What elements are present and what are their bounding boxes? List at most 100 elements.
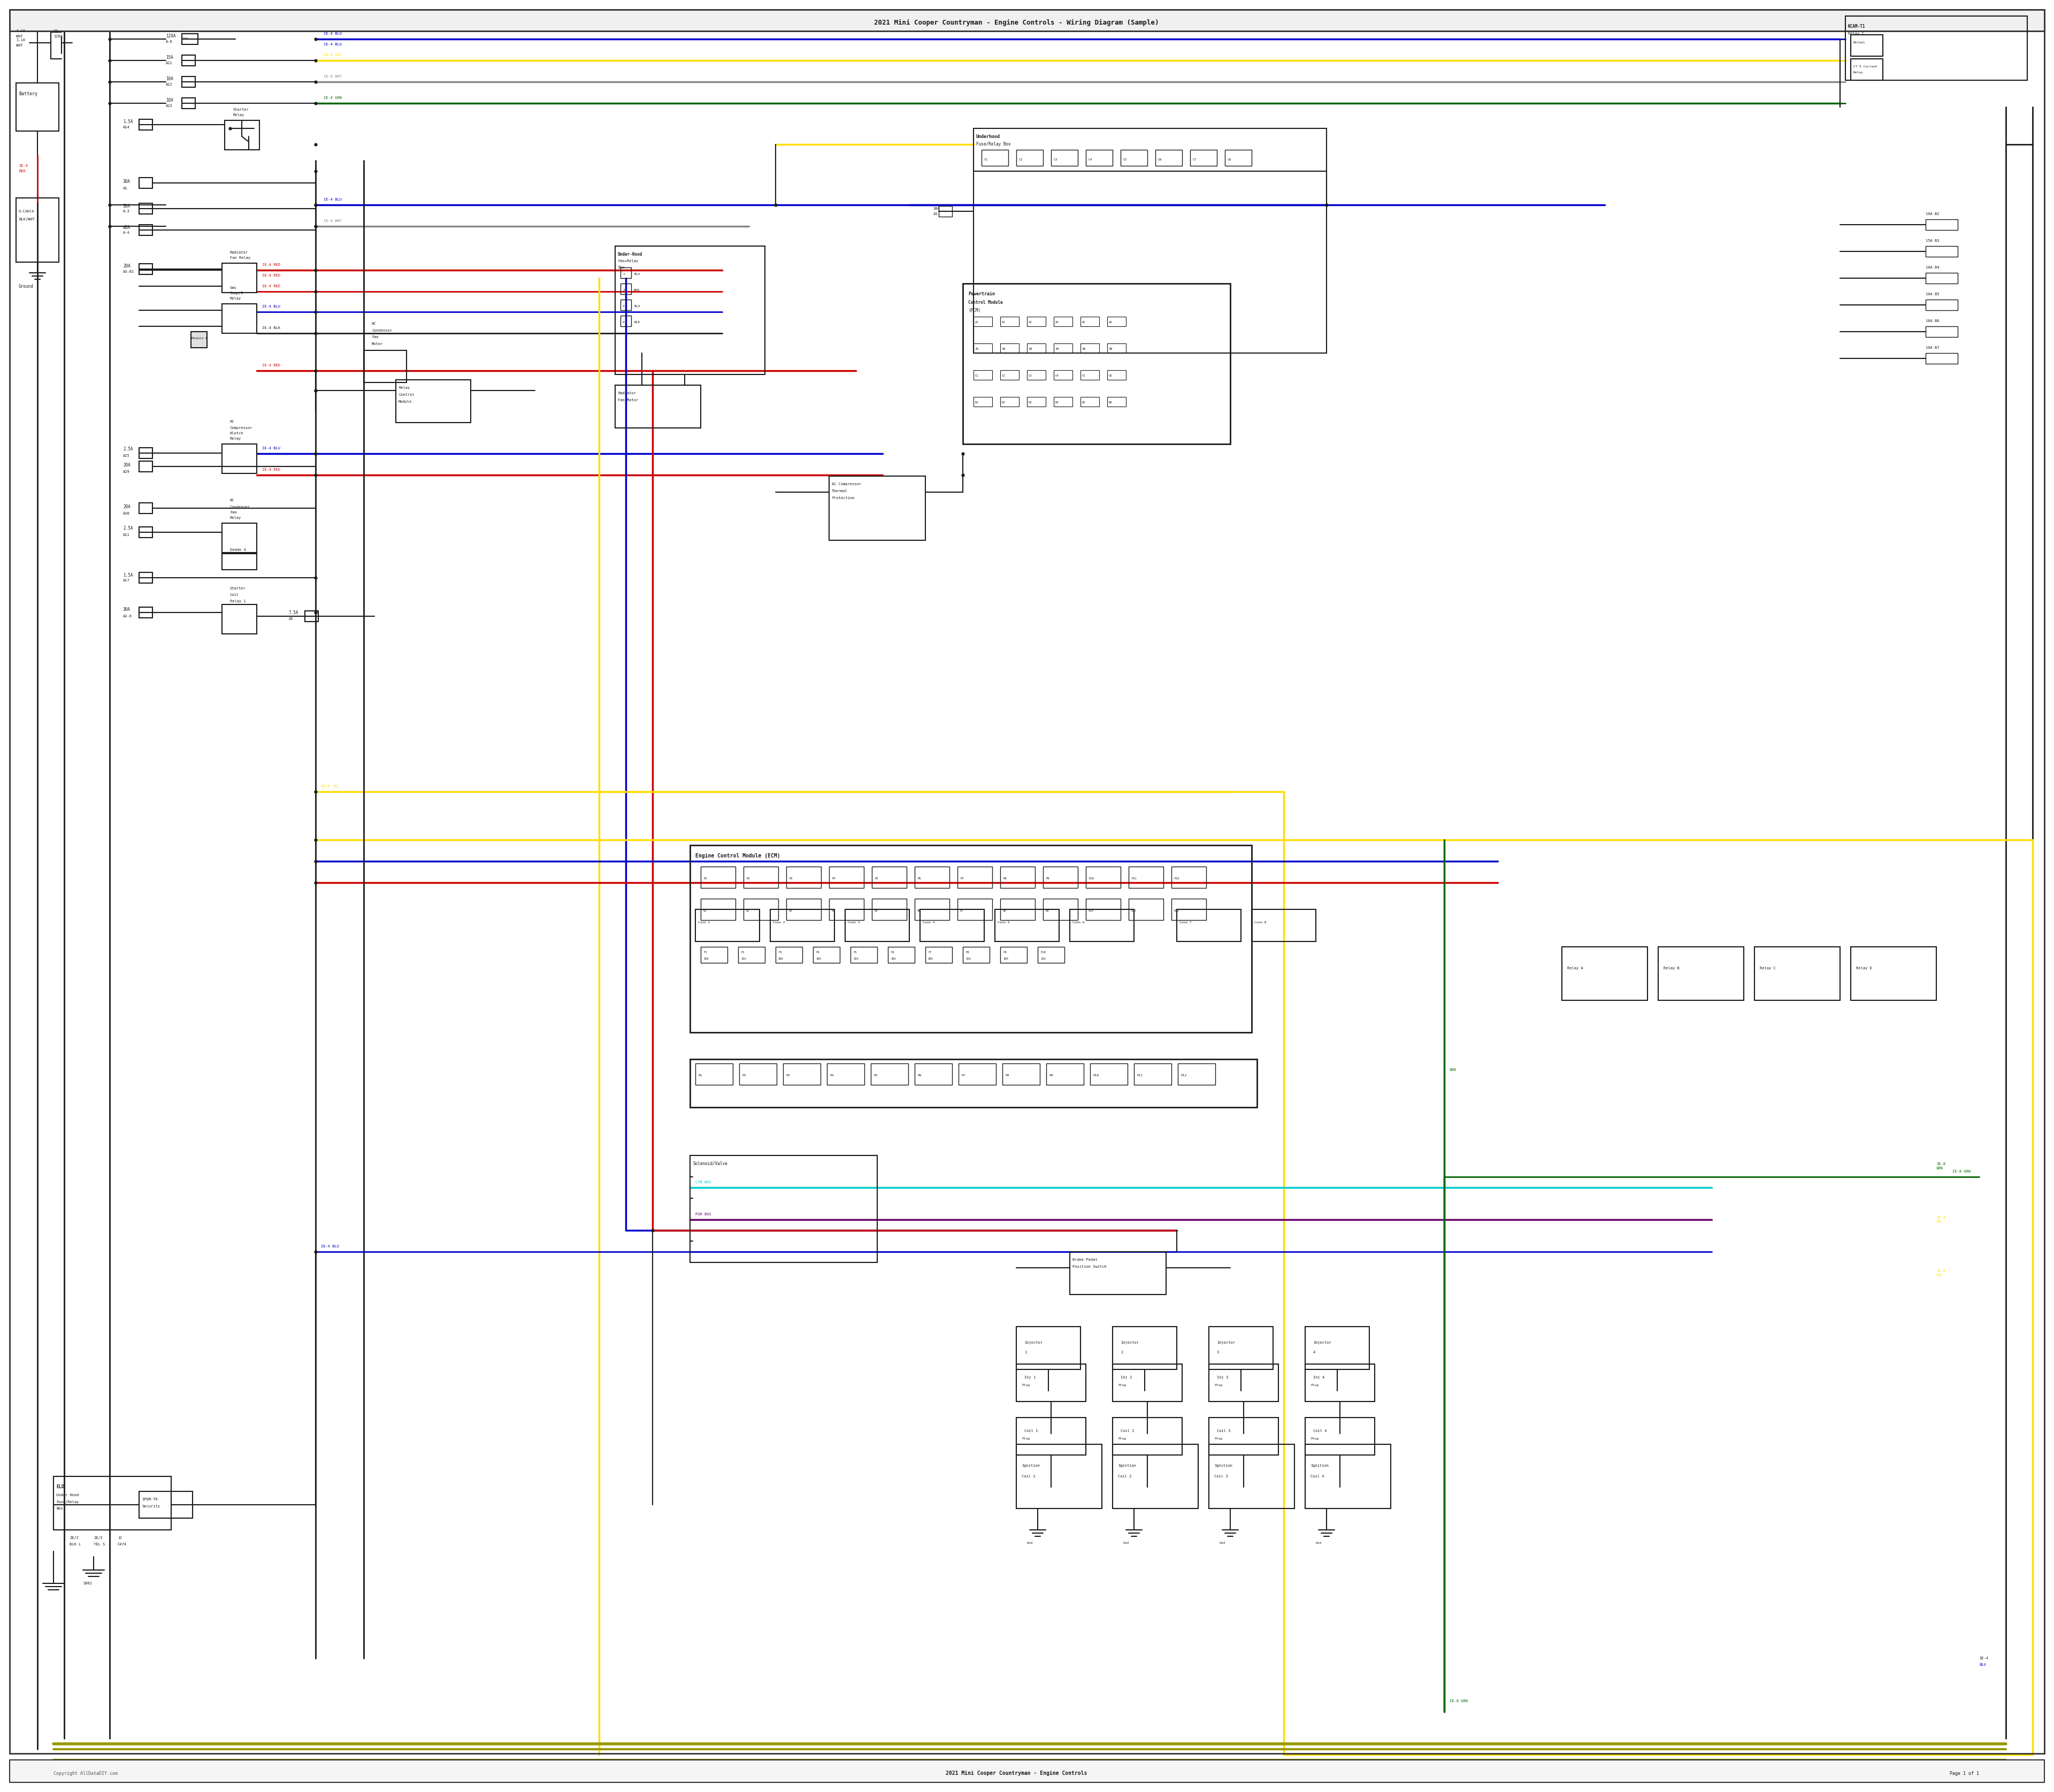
Text: Relay B: Relay B [1664,966,1680,969]
Text: 15A: 15A [166,56,173,61]
Point [92,211,125,240]
Bar [974,344,992,353]
Bar [224,120,259,151]
Bar [850,946,877,962]
Text: A1: A1 [976,321,978,323]
Text: A2: A2 [1002,321,1004,323]
Text: Position Switch: Position Switch [1072,1265,1107,1269]
Bar [1658,946,1744,1000]
Text: C1: C1 [984,158,988,161]
Text: Starter: Starter [230,586,246,590]
Text: YEL S: YEL S [94,1543,105,1546]
Bar [396,380,470,423]
Point [92,190,125,219]
Text: Relay1: Relay1 [1853,41,1865,45]
Text: 20A: 20A [123,505,131,509]
Bar [1043,867,1078,889]
Bar [222,305,257,333]
Text: P5: P5 [875,876,877,880]
Bar [1171,898,1206,919]
Text: F1: F1 [53,29,58,32]
Text: F9: F9 [1002,952,1006,953]
Text: Q5: Q5 [875,909,877,912]
Text: IPDM-TR: IPDM-TR [142,1498,158,1502]
Text: AC: AC [230,419,234,423]
Bar [1054,317,1072,326]
Text: BLU: BLU [1980,1663,1986,1667]
Text: Inj 4: Inj 4 [1313,1376,1325,1380]
Bar [140,572,152,582]
Text: Relay D: Relay D [1857,966,1871,969]
Text: 10A: 10A [166,77,173,82]
Text: IE-4 BLU: IE-4 BLU [320,1245,339,1247]
Text: Protection: Protection [832,496,854,500]
Text: A-6: A-6 [166,39,173,43]
Bar [1087,867,1121,889]
Text: Injector: Injector [1025,1340,1043,1344]
Bar [1000,396,1019,407]
Text: AC: AC [372,323,376,324]
Text: (PCM): (PCM) [967,308,980,312]
Bar [700,898,735,919]
Text: C3: C3 [1054,158,1058,161]
Text: P8: P8 [1002,876,1006,880]
Bar [700,946,727,962]
Text: Q4: Q4 [832,909,836,912]
Text: 30A: 30A [123,179,131,185]
Text: Q9: Q9 [1045,909,1050,912]
Text: Plug: Plug [1310,1437,1319,1441]
Text: 10A B6: 10A B6 [1927,319,1939,323]
Bar [871,867,906,889]
Text: IE-8
GRN: IE-8 GRN [1937,1163,1945,1170]
Bar [1000,898,1035,919]
Bar [1210,1326,1273,1369]
Bar [10,1760,2044,1783]
Text: F5: F5 [852,952,857,953]
Bar [1304,1444,1391,1509]
Text: Condenser: Condenser [372,330,392,332]
Text: Plug: Plug [1021,1437,1029,1441]
Text: B6: B6 [1109,348,1113,349]
Text: BLK: BLK [635,321,641,323]
Text: Inj 2: Inj 2 [1121,1376,1132,1380]
Text: A21: A21 [166,61,173,65]
Bar [700,867,735,889]
Text: Motor: Motor [372,342,384,346]
Text: Engine Control Module (ECM): Engine Control Module (ECM) [696,853,781,858]
Text: B2: B2 [1002,348,1004,349]
Text: P4: P4 [830,1073,834,1077]
Point [300,297,333,326]
Bar [926,946,953,962]
Text: C6: C6 [1158,158,1163,161]
Text: Condenser: Condenser [230,505,251,509]
Bar [140,177,152,188]
Bar [620,267,631,278]
Bar [1017,1444,1101,1509]
Bar [920,909,984,941]
Bar [364,351,407,382]
Bar [1000,317,1019,326]
Point [92,90,125,118]
Text: Coil 4: Coil 4 [1310,1475,1325,1478]
Bar [1052,151,1078,167]
Text: IE/I: IE/I [70,1536,78,1539]
Bar [1927,353,1957,364]
Text: Gas: Gas [230,287,236,289]
Point [92,47,125,75]
Bar [140,448,152,459]
Text: C6: C6 [1109,375,1113,376]
Point [300,869,333,898]
Text: D4: D4 [1056,401,1058,403]
Text: P6: P6 [918,1073,922,1077]
Point [300,68,333,97]
Text: 10A: 10A [702,957,709,961]
Bar [16,82,60,131]
Text: AC: AC [230,498,234,502]
Text: 120A: 120A [181,38,189,41]
Text: Relay 1: Relay 1 [230,600,246,602]
Text: C1: C1 [976,375,978,376]
Bar [222,444,257,473]
Text: GRN: GRN [1450,1068,1456,1072]
Text: 4: 4 [1313,1351,1315,1355]
Bar [737,946,764,962]
